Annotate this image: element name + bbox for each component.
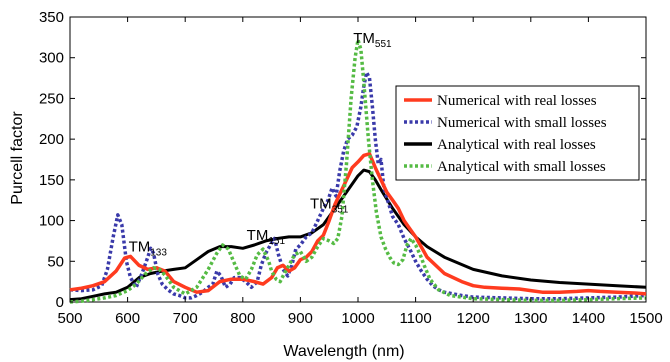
tick-layer: 500 600 700 800 900 1000 1100 1200 1300 1400 1500 0…: [39, 9, 663, 327]
mode-annotation-base: TM: [129, 239, 151, 256]
plot-area: 500 600 700 800 900 1000 1100 1200 1300 1400 1500 0…: [39, 9, 663, 327]
x-tick-label: 1100: [399, 310, 431, 327]
x-tick-label: 1000: [341, 310, 374, 327]
legend-label-2: Analytical with real losses: [437, 137, 596, 153]
mode-annotation: TM351: [310, 195, 349, 215]
legend-label-3: Analytical with small losses: [437, 159, 606, 175]
mode-annotation-sub: 551: [375, 39, 392, 50]
mode-annotation-sub: 133: [150, 248, 167, 259]
mode-annotation: TM151: [247, 227, 286, 247]
x-tick-label: 1300: [514, 310, 547, 327]
legend-label-1: Numerical with small losses: [437, 115, 607, 131]
legend-label-0: Numerical with real losses: [437, 93, 597, 109]
mode-annotation-base: TM: [353, 30, 375, 47]
series-line-1: [69, 70, 647, 301]
x-tick-label: 600: [115, 310, 140, 327]
legend-box: [395, 85, 640, 181]
mode-annotation-base: TM: [310, 195, 332, 212]
y-tick-label: 50: [47, 253, 64, 270]
series-line-0: [69, 152, 647, 296]
y-tick-label: 350: [39, 9, 64, 26]
x-tick-label: 1200: [457, 310, 490, 327]
legend-entries: Numerical with real losses Numerical with…: [404, 93, 607, 175]
x-tick-label: 1500: [629, 310, 662, 327]
series-line-3: [69, 38, 647, 304]
legend: Numerical with real losses Numerical with…: [395, 85, 640, 181]
y-axis-title: Purcell factor: [9, 111, 26, 205]
x-tick-label: 900: [288, 310, 313, 327]
mode-annotation-sub: 351: [332, 204, 349, 215]
mode-annotation: TM133: [129, 239, 168, 259]
x-tick-label: 1400: [572, 310, 605, 327]
mode-annotation-base: TM: [247, 227, 269, 244]
mode-annotation-sub: 151: [268, 236, 285, 247]
y-tick-label: 150: [39, 172, 64, 189]
x-tick-label: 800: [230, 310, 255, 327]
x-tick-label: 700: [173, 310, 198, 327]
series-line-2: [69, 168, 647, 302]
x-axis-title: Wavelength (nm): [283, 343, 404, 360]
y-tick-label: 300: [39, 50, 64, 67]
y-tick-label: 100: [39, 213, 64, 230]
y-tick-label: 250: [39, 90, 64, 107]
mode-annotation: TM551: [353, 30, 392, 50]
x-tick-label: 500: [57, 310, 82, 327]
y-tick-label: 0: [56, 294, 64, 311]
series-layer: [69, 38, 647, 304]
y-tick-label: 200: [39, 131, 64, 148]
